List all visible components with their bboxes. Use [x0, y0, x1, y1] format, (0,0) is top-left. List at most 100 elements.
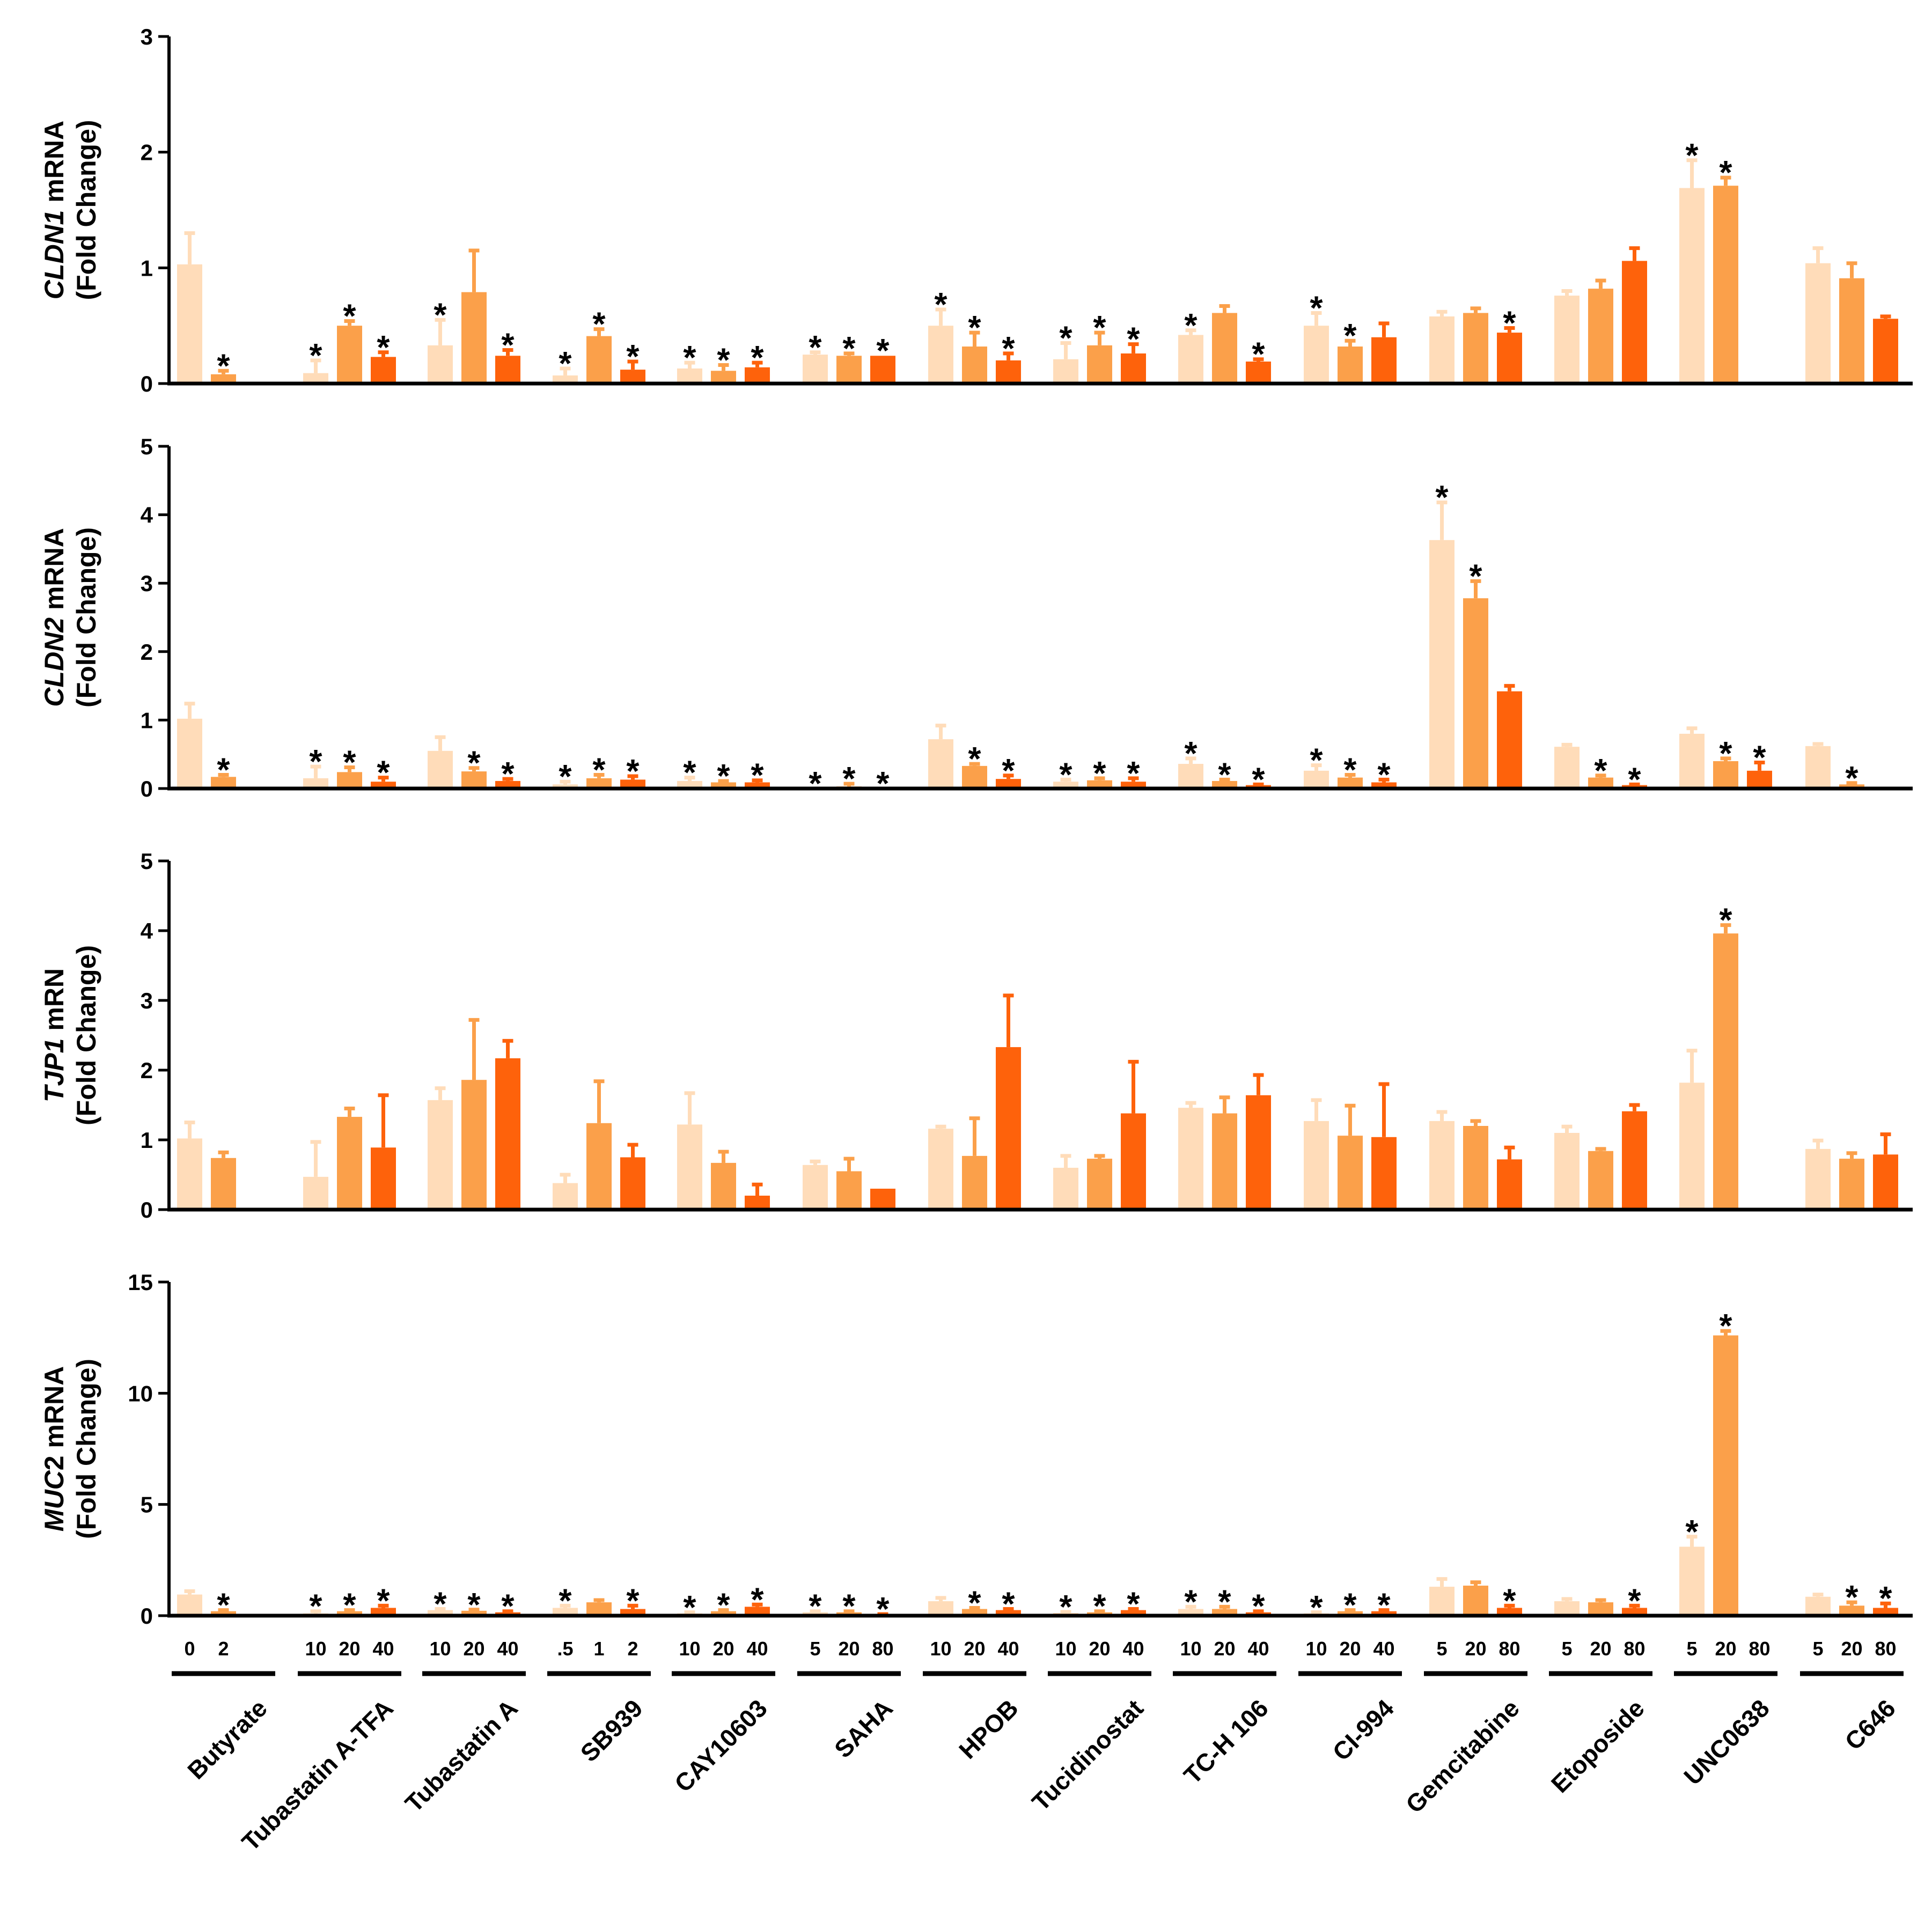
- significance-star: *: [1310, 290, 1323, 327]
- significance-star: *: [501, 327, 515, 364]
- significance-star: *: [1059, 320, 1072, 357]
- bar: [711, 1162, 736, 1210]
- bar: [1839, 1159, 1864, 1210]
- bar: [1679, 1082, 1705, 1210]
- dose-label: 5: [810, 1638, 820, 1660]
- bar: [745, 367, 770, 384]
- bar: [371, 1608, 396, 1616]
- bar: [677, 780, 702, 789]
- y-tick-label: 5: [141, 849, 153, 874]
- bar: [1873, 1608, 1898, 1616]
- bar: [428, 750, 453, 789]
- significance-star: *: [1127, 755, 1140, 792]
- drug-label: SB939: [575, 1694, 648, 1767]
- panel-muc2: * * * * * * * * * * * * * * * * * * * * * * * * * * * **** *051015MU…: [39, 1270, 1913, 1629]
- bar: [1497, 691, 1522, 789]
- bar: [1371, 337, 1397, 384]
- y-tick-label: 4: [141, 503, 153, 528]
- bar: [928, 739, 953, 789]
- bar: [928, 1129, 953, 1210]
- dose-label: 20: [1089, 1638, 1110, 1660]
- bar: [711, 782, 736, 789]
- bar: [1087, 345, 1112, 384]
- significance-star: *: [717, 342, 730, 379]
- y-axis-label: CLDN2 mRNA: [39, 528, 69, 706]
- significance-star: *: [626, 1582, 640, 1619]
- significance-star: *: [377, 329, 390, 366]
- bar: [337, 1611, 362, 1616]
- bar: [1622, 1111, 1647, 1210]
- dose-label: 20: [1715, 1638, 1736, 1660]
- significance-star: *: [309, 337, 322, 374]
- drug-label: SAHA: [829, 1694, 898, 1763]
- significance-star: *: [309, 743, 322, 780]
- bar: [803, 355, 828, 384]
- dose-label: 10: [1180, 1638, 1201, 1660]
- bar: [836, 1171, 862, 1210]
- bar: [1121, 1610, 1146, 1616]
- bar: [337, 1117, 362, 1210]
- y-tick-label: 0: [141, 1603, 153, 1629]
- significance-star: *: [1002, 753, 1015, 790]
- bar: [586, 1602, 612, 1616]
- significance-star: *: [343, 744, 356, 781]
- significance-star: *: [309, 1588, 322, 1625]
- bar: [1429, 316, 1454, 384]
- significance-star: *: [467, 1587, 481, 1624]
- bar: [836, 356, 862, 384]
- bar: [495, 780, 520, 789]
- bar: [1873, 319, 1898, 384]
- bar: [1087, 1159, 1112, 1210]
- drug-label: C646: [1839, 1694, 1901, 1756]
- y-tick-label: 5: [141, 1492, 153, 1517]
- bar: [428, 1100, 453, 1210]
- bar: [1178, 764, 1203, 789]
- bar: [962, 765, 987, 789]
- bar: [620, 779, 645, 789]
- bar: [996, 779, 1021, 789]
- dose-label: 40: [997, 1638, 1019, 1660]
- panel-cldn1: * * * * * * * * * * * * * * * * * * * * * * * * * * * * 0 1 2 3 CLDN1 mR…: [39, 24, 1913, 396]
- bar: [996, 360, 1021, 384]
- dose-label: 20: [1465, 1638, 1486, 1660]
- panel-tjp1: * 0 1 2 3 4 5 TJP1 mRN (Fold Change): [39, 849, 1913, 1222]
- bar: [1805, 1596, 1831, 1616]
- significance-star: *: [751, 340, 764, 377]
- dose-label: 20: [339, 1638, 360, 1660]
- significance-star: *: [1310, 742, 1323, 779]
- y-axis-label-gene: TJP1: [39, 1038, 69, 1103]
- bar: [1497, 1159, 1522, 1210]
- dose-label: 10: [1305, 1638, 1327, 1660]
- significance-star: *: [809, 1588, 822, 1625]
- dose-label: 0: [184, 1638, 195, 1660]
- y-tick-label: 1: [141, 708, 153, 733]
- dose-label: 20: [838, 1638, 860, 1660]
- drug-label: Tucidinostat: [1026, 1694, 1149, 1816]
- bar: [586, 778, 612, 789]
- drug-label: TC-H 106: [1178, 1694, 1274, 1789]
- bar: [1839, 1605, 1864, 1616]
- bar: [1805, 263, 1831, 384]
- bar: [1429, 540, 1454, 789]
- dose-label: 10: [1055, 1638, 1076, 1660]
- bar: [928, 326, 953, 384]
- y-axis-label-gene: CLDN2: [39, 617, 69, 707]
- significance-star: *: [1879, 1580, 1892, 1617]
- significance-star: *: [683, 1589, 696, 1626]
- bar: [1622, 261, 1647, 384]
- bar: [677, 368, 702, 384]
- bar: [1178, 1108, 1203, 1210]
- bar: [1463, 598, 1488, 789]
- significance-star: *: [626, 753, 640, 790]
- bar: [1554, 296, 1580, 384]
- drug-label: CAY10603: [669, 1694, 773, 1798]
- bar: [1805, 746, 1831, 789]
- significance-star: *: [217, 1587, 230, 1624]
- bar: [1371, 1611, 1397, 1616]
- bar: [928, 1601, 953, 1616]
- bar: [211, 1158, 236, 1210]
- bar: [1304, 770, 1329, 789]
- drug-label: UNC0638: [1678, 1694, 1775, 1791]
- bar: [303, 373, 328, 384]
- dose-label: 1: [593, 1638, 604, 1660]
